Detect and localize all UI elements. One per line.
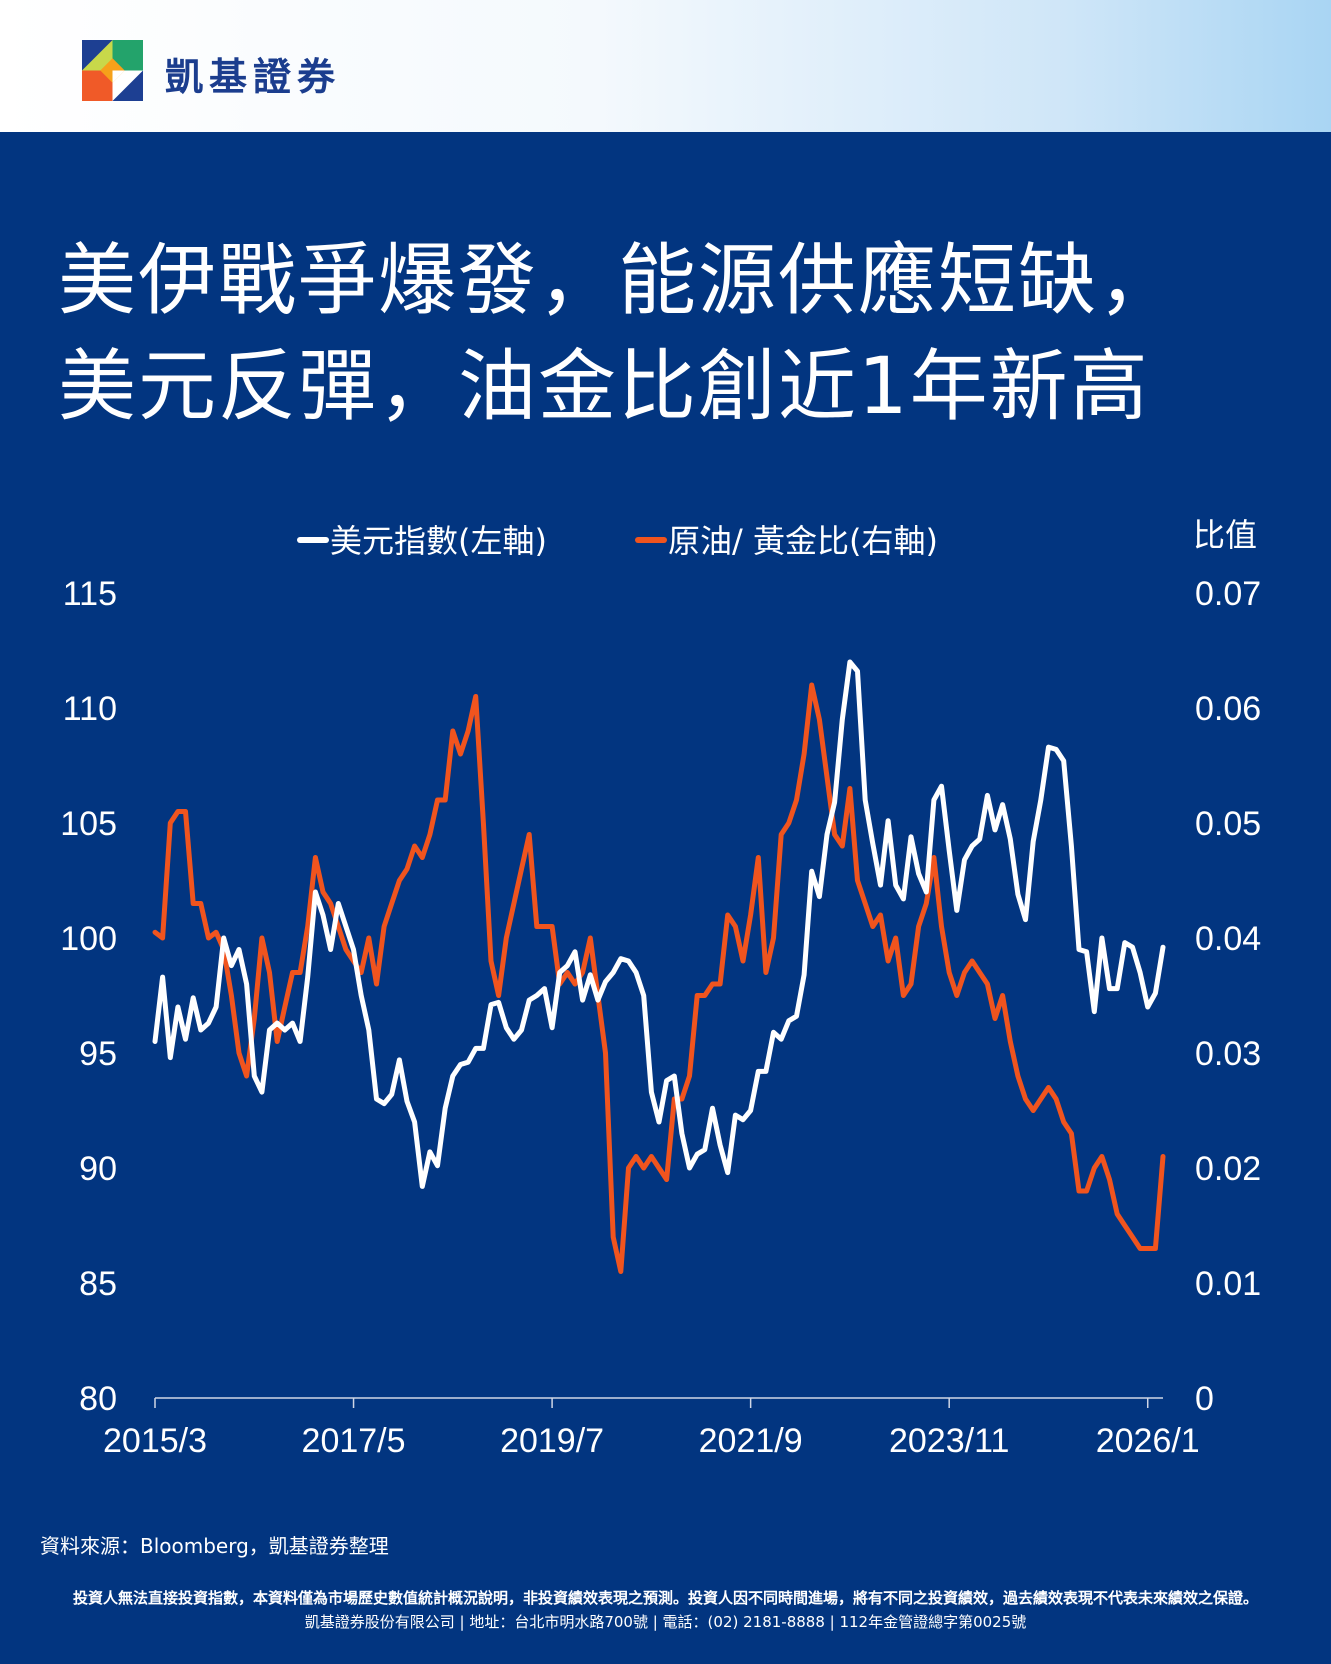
y-left-tick-label: 95 xyxy=(79,1035,117,1073)
y-right-tick-label: 0.01 xyxy=(1195,1265,1261,1303)
headline-line-2: 美元反彈，油金比創近1年新高 xyxy=(58,342,1150,432)
y-left-tick-label: 110 xyxy=(63,690,117,728)
x-tick-label: 2015/3 xyxy=(103,1422,207,1460)
y-left-tick-label: 105 xyxy=(60,805,117,843)
y-left-tick-label: 100 xyxy=(60,920,117,958)
source-note: 資料來源：Bloomberg，凱基證券整理 xyxy=(40,1534,389,1558)
legend-label-usd: 美元指數(左軸) xyxy=(330,522,547,560)
header-bar: 凱基證券 xyxy=(0,0,1331,132)
y-left-tick-label: 80 xyxy=(79,1380,117,1418)
y-left-tick-label: 90 xyxy=(79,1150,117,1188)
legend-label-ratio: 原油/ 黃金比(右軸) xyxy=(668,522,938,560)
y-right-tick-label: 0.05 xyxy=(1195,805,1261,843)
y-left-tick-label: 85 xyxy=(79,1265,117,1303)
usd-index-line xyxy=(152,659,1166,1189)
oil-gold-ratio-line xyxy=(152,682,1166,1274)
x-tick-label: 2023/11 xyxy=(889,1422,1009,1460)
y-right-tick-label: 0.04 xyxy=(1195,920,1261,958)
y-left-tick-label: 115 xyxy=(63,575,117,613)
y-right-tick-label: 0.03 xyxy=(1195,1035,1261,1073)
x-tick-label: 2026/1 xyxy=(1096,1422,1200,1460)
x-tick-label: 2021/9 xyxy=(699,1422,803,1460)
y-right-tick-label: 0 xyxy=(1195,1380,1214,1418)
y-right-tick-label: 0.02 xyxy=(1195,1150,1261,1188)
headline-line-1: 美伊戰爭爆發，能源供應短缺， xyxy=(58,236,1179,326)
x-tick-label: 2017/5 xyxy=(302,1422,406,1460)
headline: 美伊戰爭爆發，能源供應短缺， 美元反彈，油金比創近1年新高 xyxy=(58,228,1298,440)
disclaimer-line-1: 投資人無法直接投資指數，本資料僅為市場歷史數值統計概況說明，非投資績效表現之預測… xyxy=(72,1589,1258,1607)
brand-name: 凱基證券 xyxy=(165,55,342,99)
y-right-axis-title: 比值 xyxy=(1193,516,1257,554)
line-chart: 80 85 90 95 100 105 110 115 0 0.01 0.02 0.03 0.04 0.0… xyxy=(60,516,1261,1460)
y-right-tick-label: 0.07 xyxy=(1195,575,1261,613)
x-tick-label: 2019/7 xyxy=(500,1422,604,1460)
disclaimer-line-2: 凱基證券股份有限公司 | 地址：台北市明水路700號 | 電話：(02) 218… xyxy=(304,1613,1027,1631)
kgi-logo-icon xyxy=(82,40,143,101)
y-right-tick-label: 0.06 xyxy=(1195,690,1261,728)
disclaimer: 投資人無法直接投資指數，本資料僅為市場歷史數值統計概況說明，非投資績效表現之預測… xyxy=(0,1586,1331,1634)
